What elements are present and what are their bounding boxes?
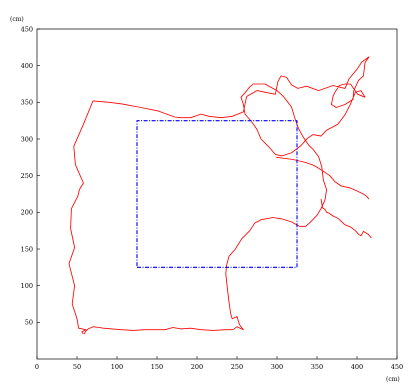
y-tick-label: 50	[25, 319, 33, 327]
y-tick-label: 350	[21, 99, 33, 107]
y-axis-ticks: 450 400 350 300 250 200 150 100 50	[21, 25, 40, 327]
trajectory-line-2	[276, 156, 370, 200]
y-tick-label: 250	[21, 172, 33, 180]
x-tick-label: 150	[151, 363, 163, 371]
x-tick-label: 350	[311, 363, 323, 371]
x-tick-label: 200	[191, 363, 203, 371]
trajectory-line-1	[68, 56, 370, 335]
y-tick-label: 200	[21, 209, 33, 217]
x-tick-label: 250	[231, 363, 243, 371]
trajectory-line-3	[320, 199, 372, 239]
x-tick-label: 300	[271, 363, 283, 371]
y-tick-label: 300	[21, 135, 33, 143]
x-axis-ticks: 0 50 100 150 200 250 300 350 400 450	[35, 356, 403, 371]
x-tick-label: 450	[391, 363, 403, 371]
y-tick-label: 400	[21, 62, 33, 70]
x-tick-label: 100	[111, 363, 123, 371]
x-axis-unit-label: (cm)	[386, 376, 400, 383]
x-tick-label: 400	[351, 363, 363, 371]
y-axis-unit-label: (cm)	[10, 16, 24, 23]
x-tick-label: 50	[73, 363, 81, 371]
y-tick-label: 450	[21, 25, 33, 33]
plot-area	[36, 28, 398, 360]
y-tick-label: 150	[21, 245, 33, 253]
series-layer	[68, 56, 372, 335]
y-tick-label: 100	[21, 282, 33, 290]
x-tick-label: 0	[35, 363, 39, 371]
target-square-line	[136, 120, 298, 268]
